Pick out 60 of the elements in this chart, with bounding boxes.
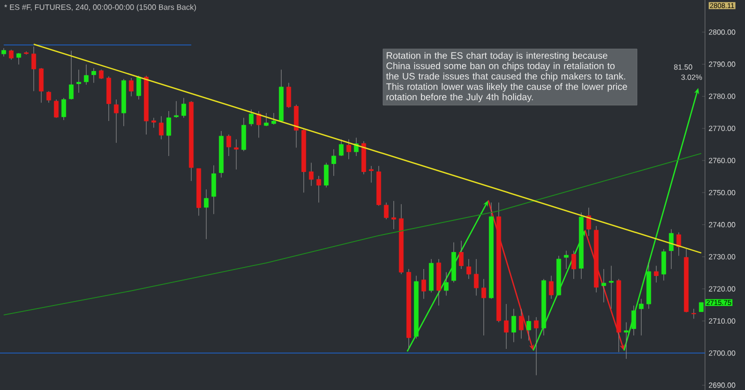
annotation: Rotation in the ES chart today is interesting because China issued some ban on chips today in retaliation to the US trade issues that caused the chip makers to tank. This rotation lower was likely the cause of the lower price rotation before the July 4th holiday. (386, 52, 628, 102)
candlestick (8, 49, 14, 60)
candlestick (174, 100, 179, 118)
candlestick (526, 315, 532, 341)
candlestick (151, 118, 156, 128)
candlestick (518, 308, 524, 339)
candlestick (271, 112, 276, 125)
candlestick (466, 258, 472, 280)
candlestick (474, 258, 479, 296)
candlestick (564, 250, 569, 270)
candlestick (264, 112, 269, 126)
candlestick (481, 278, 486, 336)
candlestick (608, 265, 614, 310)
candlestick (211, 165, 216, 214)
candlestick (338, 139, 344, 156)
candlestick (61, 98, 66, 120)
candlestick (286, 82, 292, 108)
candlestick (136, 75, 142, 100)
candlestick (316, 176, 322, 203)
candlestick (331, 148, 336, 176)
candlestick (128, 78, 134, 97)
candlestick (226, 134, 232, 156)
candlestick (234, 139, 239, 170)
candlestick (391, 200, 396, 230)
candlestick (46, 90, 52, 104)
candlestick (158, 116, 164, 140)
candlestick (601, 268, 606, 303)
line-series (3, 152, 702, 316)
candlestick (511, 308, 516, 342)
candlestick (38, 68, 44, 104)
candlestick (76, 69, 82, 94)
candlestick (384, 202, 389, 220)
candlestick (346, 139, 352, 160)
candlestick (98, 69, 104, 80)
candlestick (444, 272, 449, 296)
candlestick (68, 50, 74, 100)
candlestick (368, 166, 374, 183)
candlestick (691, 308, 696, 320)
candlestick (631, 305, 636, 336)
candlestick (181, 98, 186, 118)
candlestick (84, 64, 89, 86)
candlestick (458, 240, 464, 270)
candlestick (661, 248, 666, 281)
candlestick (504, 304, 509, 350)
candlestick (308, 162, 314, 186)
candlestick (91, 68, 96, 84)
candlestick (204, 189, 209, 240)
candlestick (571, 250, 576, 280)
candlestick (248, 109, 254, 126)
candlestick (654, 265, 659, 283)
candlestick (548, 275, 554, 300)
candlestick (54, 99, 59, 118)
candlestick (638, 298, 644, 336)
candlestick (166, 110, 172, 156)
candlestick (668, 228, 674, 270)
candlestick (114, 99, 119, 144)
candlestick (421, 268, 426, 300)
candlestick (324, 162, 329, 188)
candlestick (16, 52, 22, 65)
candlestick (31, 46, 36, 92)
